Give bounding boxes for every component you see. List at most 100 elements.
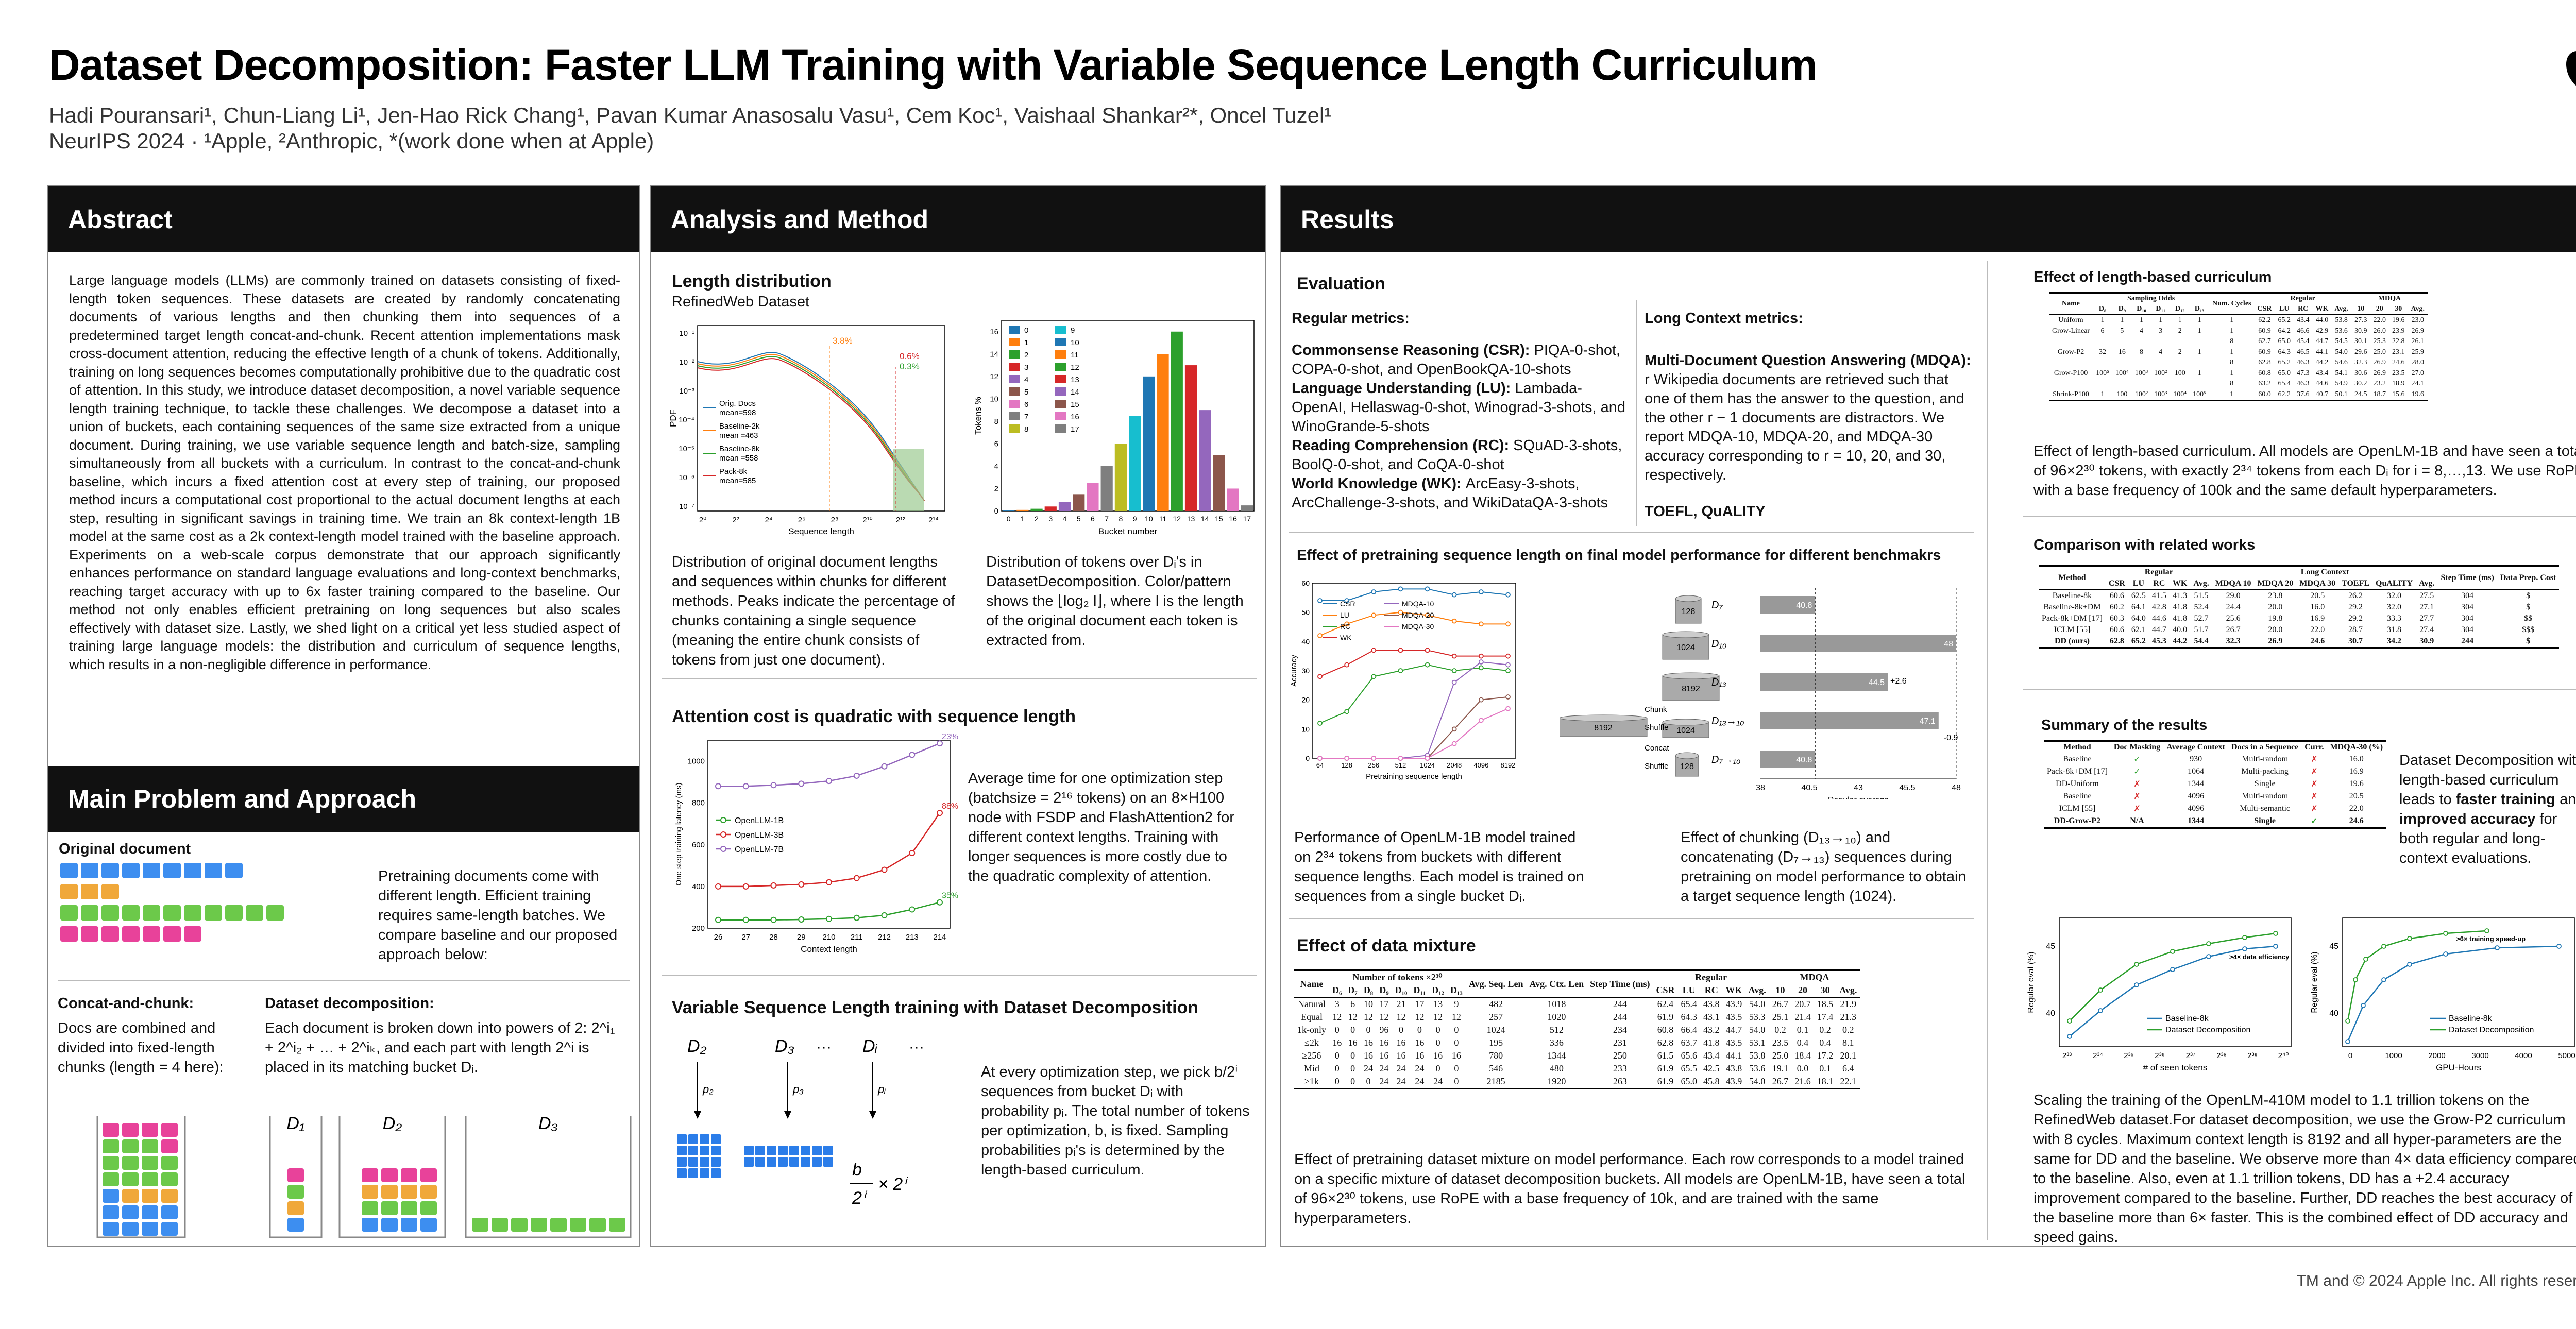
legend-label: Pack-8k: [719, 467, 748, 476]
x-tick-label: 40.5: [1801, 783, 1817, 792]
y-axis-label: Regular eval (%): [2027, 951, 2036, 1013]
table-cell: 0: [1334, 1050, 1340, 1061]
token-square: [744, 1146, 754, 1155]
data-point: [1344, 662, 1350, 668]
table-cell: 1344: [1547, 1050, 1566, 1061]
table-cell: 15.6: [2388, 389, 2408, 401]
table-cell: 29.0: [2226, 591, 2241, 600]
affiliation: NeurIPS 2024 · ¹Apple, ²Anthropic, *(wor…: [49, 129, 654, 153]
series-line: [1319, 664, 1509, 724]
x-tick-label: 11: [1159, 515, 1167, 523]
column-subheader: D₉: [2118, 305, 2126, 313]
y-tick-label: 6: [994, 439, 998, 448]
column-header: Step Time (ms): [1587, 969, 1653, 997]
x-tick-label: 7: [1105, 515, 1109, 523]
token-block-top: [1662, 631, 1709, 638]
column-subheader: Avg.: [1748, 985, 1766, 995]
bar-value: 47.1: [1920, 717, 1936, 726]
table-cell: 0: [1360, 1075, 1377, 1089]
length-dist-caption: Distribution of original document length…: [672, 554, 955, 668]
related-table: Method Regular Long Context Step Time (ms) D…: [2039, 565, 2560, 649]
data-point: [1505, 694, 1511, 700]
x-tick-label: 2³⁷: [2186, 1051, 2196, 1060]
mixture-caption: Effect of pretraining dataset mixture on…: [1294, 1151, 1965, 1226]
data-point: [1451, 741, 1457, 746]
data-point: [1398, 586, 1403, 592]
data-point: [2170, 967, 2175, 972]
data-point: [1451, 679, 1457, 685]
data-point: [2443, 951, 2448, 957]
table-cell: 45.3: [2148, 636, 2170, 649]
legend-label: mean=585: [719, 476, 756, 485]
table-cell: 43.2: [1703, 1025, 1720, 1035]
y-tick-label: 10⁻³: [679, 387, 694, 396]
data-point: [937, 899, 943, 906]
token-square: [531, 1218, 547, 1232]
legend-swatch: [1009, 326, 1020, 334]
data-point: [798, 881, 805, 888]
column-header: MDQA: [2351, 292, 2428, 304]
legend-label: 8: [1024, 425, 1028, 434]
data-point: [2407, 962, 2412, 967]
table-cell: Multi-random: [2242, 755, 2289, 763]
table-cell: [2132, 379, 2151, 389]
table-cell: 53.8: [1749, 1050, 1766, 1061]
token-square: [711, 1146, 721, 1155]
apple-logo-icon: [2566, 51, 2576, 86]
token-square: [570, 1218, 586, 1232]
y-axis-label: Tokens %: [973, 397, 983, 435]
table-cell: 0.2: [1819, 1025, 1831, 1035]
table-cell: 28.7: [2348, 625, 2363, 634]
table-cell: 28.0: [2411, 359, 2425, 366]
data-point: [2353, 977, 2358, 982]
table-cell: 4: [2139, 327, 2143, 335]
table-cell: 12: [1451, 1012, 1461, 1022]
table-cell: 24: [1410, 1075, 1429, 1089]
data-point: [937, 740, 943, 747]
length-distribution-chart: 10⁻¹ 10⁻² 10⁻³ 10⁻⁴ 10⁻⁵ 10⁻⁶ 10⁻⁷ 2⁰ 2² 2⁴ 2⁶ 2⁸ 2¹…: [668, 325, 945, 536]
data-point: [2363, 957, 2368, 962]
legend-swatch: [1009, 424, 1020, 433]
x-tick-label: 5: [1077, 515, 1081, 523]
table-cell: 5: [2120, 327, 2124, 335]
metric-desc: Lambada-OpenAI, Hellaswag-0-shot, Winogr…: [1292, 380, 1625, 435]
token-square: [103, 1189, 119, 1203]
data-point: [1344, 621, 1350, 627]
table-cell: 65.4: [1681, 999, 1698, 1009]
percent-annotation: 88%: [942, 802, 958, 811]
x-tick-label: 1024: [1420, 761, 1435, 769]
column-subheader: D₁₀: [1395, 985, 1408, 995]
data-point: [2273, 931, 2278, 936]
table-cell: 44.1: [2315, 348, 2329, 356]
data-point: [1317, 633, 1323, 638]
bucket-container: [269, 1116, 323, 1238]
x-tick-label: 2⁴⁰: [2278, 1051, 2289, 1060]
x-tick-label: 2²: [732, 516, 739, 524]
bucket-bar: [1114, 444, 1127, 511]
token-square: [801, 1146, 810, 1155]
table-cell: 12: [1364, 1012, 1374, 1022]
table-cell: 65.2: [2278, 316, 2291, 324]
table-cell: 1: [2197, 316, 2201, 324]
column-subheader: 30: [1820, 985, 1830, 995]
token-square: [362, 1218, 378, 1232]
token-square: [778, 1157, 788, 1167]
token-square: [801, 1157, 810, 1167]
legend-label: mean =558: [719, 454, 758, 463]
token-square: [143, 926, 160, 942]
table-cell: 1: [2159, 316, 2163, 324]
column-subheader: D₈: [2098, 305, 2107, 313]
table-cell: 10: [1364, 999, 1374, 1009]
data-point: [1505, 662, 1511, 668]
data-point: [853, 914, 860, 921]
table-cell: 44.2: [2169, 636, 2191, 649]
table-cell: 45.8: [1700, 1075, 1723, 1089]
x-tick-label: 16: [1229, 515, 1237, 523]
table-cell: 19.6: [2408, 389, 2428, 401]
token-square: [362, 1185, 378, 1199]
table-cell: 1k-only: [1297, 1025, 1326, 1035]
table-cell: DD-Uniform: [2056, 779, 2099, 788]
column-subheader: MDQA 20: [2257, 579, 2294, 588]
data-efficiency-chart: 40 45 2³³ 2³⁴ 2³⁵ 2³⁶ 2³⁷ 2³⁸ 2³⁹ 2⁴⁰ # of seen to…: [2027, 917, 2292, 1072]
x-tick-label: 29: [797, 933, 806, 942]
